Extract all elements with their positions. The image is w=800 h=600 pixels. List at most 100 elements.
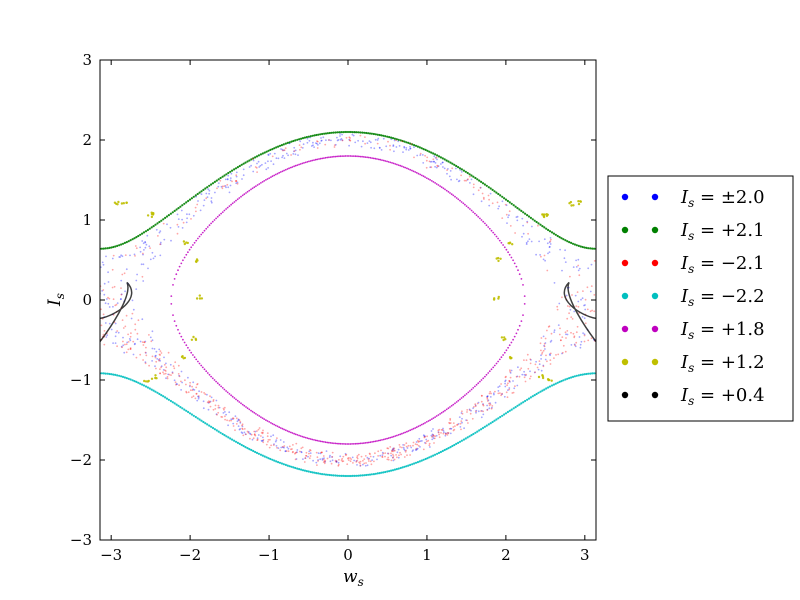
data-point (198, 191, 201, 194)
data-point (340, 131, 343, 134)
data-point (541, 353, 543, 355)
data-point (257, 160, 260, 163)
data-point (497, 417, 500, 420)
data-point (449, 417, 452, 420)
data-point (199, 209, 202, 212)
data-point (533, 371, 536, 374)
data-point (211, 377, 214, 380)
data-point (229, 170, 232, 173)
data-point (190, 246, 193, 249)
data-points-layer (100, 130, 596, 478)
data-point (309, 135, 312, 138)
data-point (312, 144, 314, 147)
data-point (145, 354, 148, 357)
data-point (452, 403, 455, 406)
data-point (344, 443, 347, 445)
data-point (455, 401, 458, 403)
data-point (122, 327, 125, 329)
data-point (364, 455, 367, 457)
data-point (125, 201, 128, 204)
legend-label: Is = +1.2 (680, 352, 765, 375)
data-point (467, 206, 470, 209)
data-point (451, 167, 454, 170)
data-point (436, 452, 439, 455)
data-point (229, 184, 232, 187)
data-point (190, 218, 192, 220)
data-point (564, 249, 566, 252)
data-point (555, 354, 557, 356)
data-point (474, 405, 477, 408)
data-point (348, 144, 350, 147)
data-point (486, 409, 489, 411)
data-point (359, 442, 362, 445)
data-point (575, 305, 578, 307)
data-point (416, 448, 418, 450)
data-point (403, 145, 406, 148)
data-point (462, 395, 465, 398)
data-point (320, 451, 323, 454)
data-point (164, 369, 166, 372)
data-point (433, 160, 435, 163)
data-point (200, 297, 204, 300)
data-point (253, 411, 256, 414)
data-point (219, 431, 222, 434)
data-point (337, 139, 340, 141)
data-point (407, 444, 410, 447)
data-point (368, 473, 372, 476)
data-point (178, 375, 181, 378)
data-point (208, 192, 211, 195)
data-point (439, 156, 442, 159)
data-point (504, 380, 506, 383)
data-point (402, 166, 405, 168)
legend-marker (651, 193, 659, 201)
data-point (121, 255, 124, 258)
data-point (415, 441, 418, 443)
data-point (347, 457, 349, 460)
data-point (560, 237, 563, 240)
data-point (167, 398, 170, 401)
data-point (541, 213, 544, 216)
data-point (456, 423, 459, 426)
data-point (479, 186, 482, 189)
data-point (505, 248, 508, 251)
data-point (376, 440, 378, 442)
data-point (159, 372, 162, 375)
data-point (449, 432, 452, 435)
data-point (573, 375, 577, 378)
data-point (470, 209, 473, 212)
data-point (257, 452, 260, 455)
data-point (216, 187, 218, 190)
data-point (548, 353, 551, 356)
data-point (475, 410, 477, 413)
data-point (231, 395, 234, 398)
data-point (158, 359, 160, 362)
data-point (401, 139, 404, 143)
data-point (193, 356, 196, 359)
data-point (316, 142, 318, 145)
data-point (175, 383, 177, 386)
data-point (329, 460, 332, 463)
data-point (392, 447, 395, 450)
data-point (465, 393, 468, 395)
data-point (406, 430, 408, 433)
data-point (372, 440, 375, 443)
data-point (455, 197, 458, 199)
data-point (308, 450, 311, 453)
data-point (497, 390, 500, 392)
data-point (328, 456, 331, 458)
data-point (467, 178, 469, 181)
data-point (129, 254, 131, 257)
data-point (346, 155, 349, 157)
data-point (531, 218, 534, 221)
data-point (164, 396, 167, 399)
data-point (503, 246, 506, 249)
data-point (392, 448, 394, 451)
data-point (185, 383, 187, 386)
data-point (185, 391, 188, 394)
data-point (482, 403, 484, 406)
data-point (372, 157, 375, 160)
data-point (261, 163, 263, 166)
data-point (245, 192, 247, 194)
data-point (401, 432, 403, 435)
data-point (285, 450, 288, 452)
